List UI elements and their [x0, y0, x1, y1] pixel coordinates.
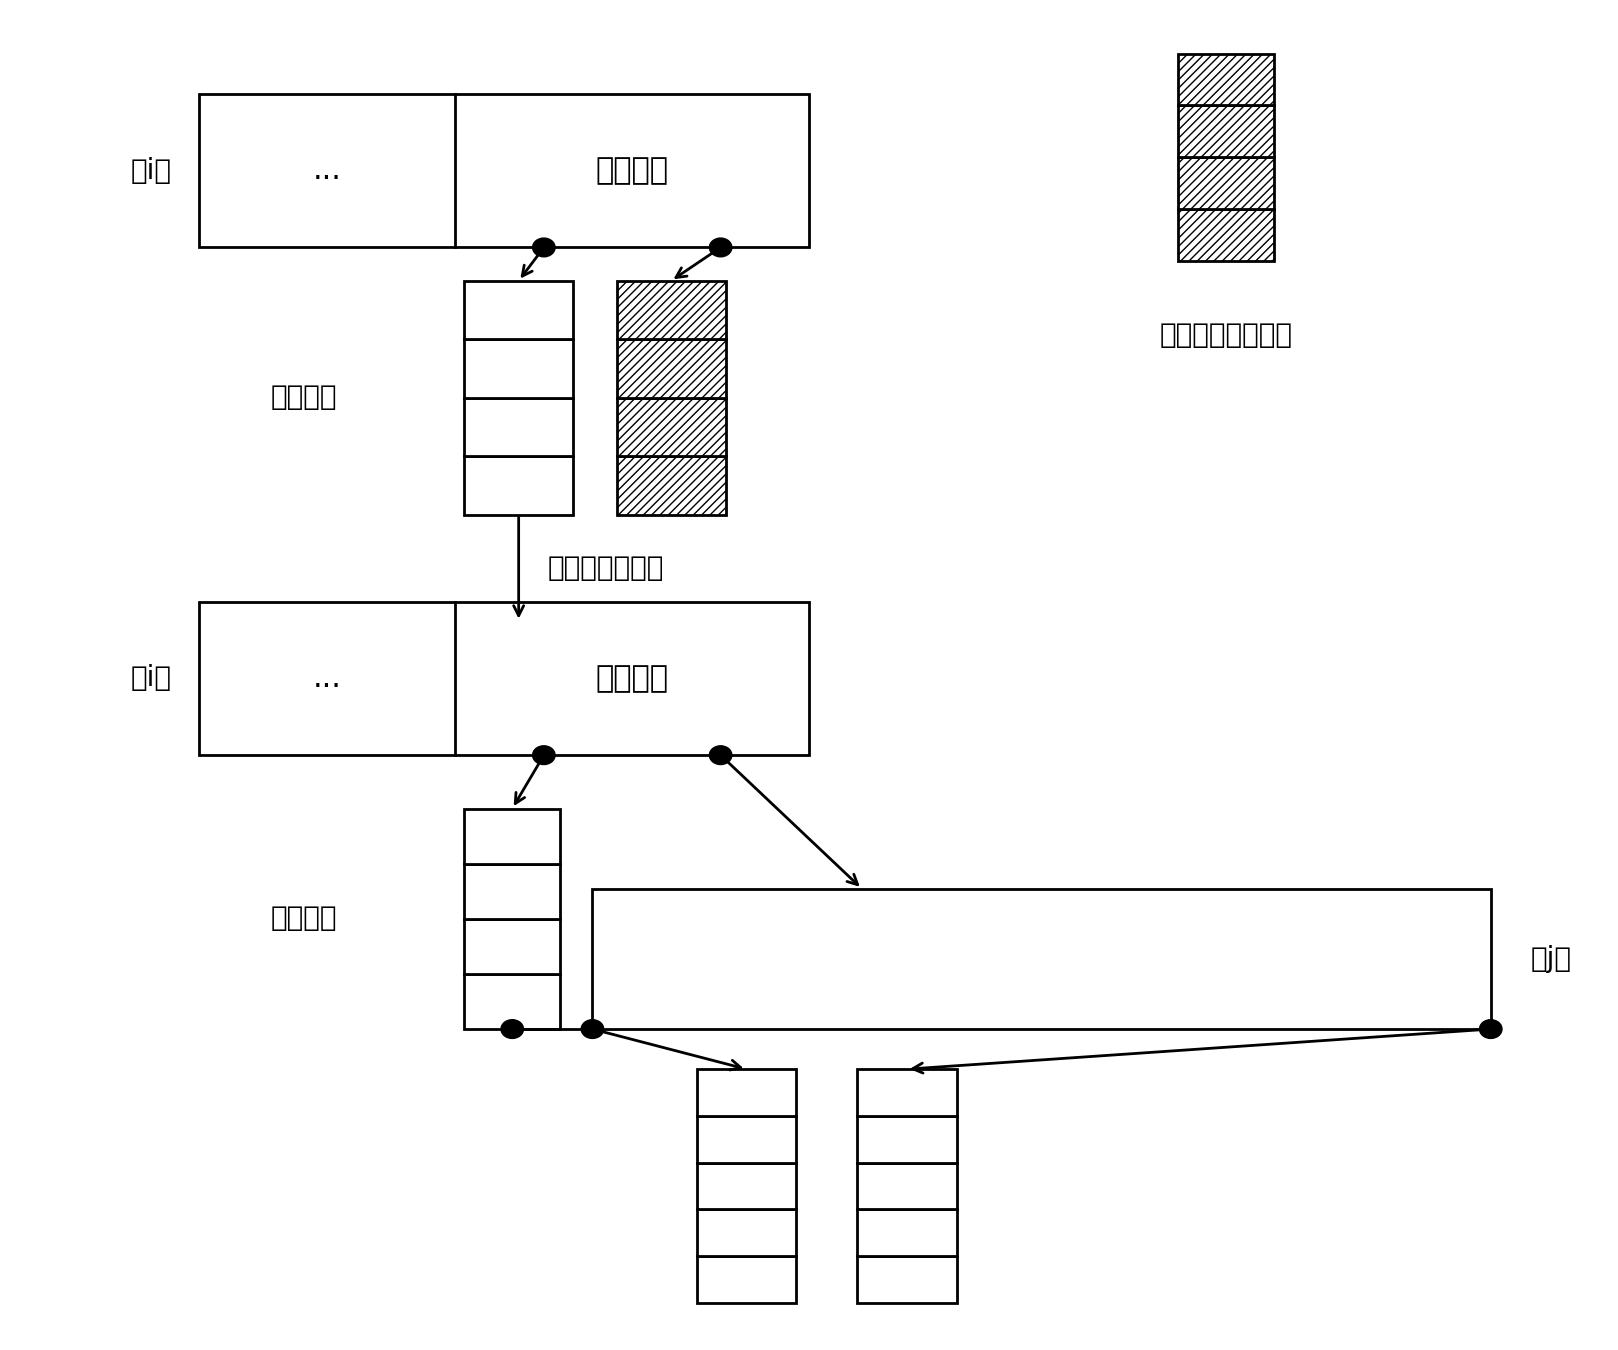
- Text: 叶子节点: 叶子节点: [270, 383, 337, 412]
- Bar: [464, 398, 573, 456]
- Text: 划分结构: 划分结构: [595, 664, 668, 693]
- Bar: [199, 93, 809, 247]
- Bar: [858, 1162, 956, 1210]
- Circle shape: [502, 1019, 524, 1038]
- Bar: [616, 456, 725, 514]
- Text: 划分结构: 划分结构: [595, 157, 668, 185]
- Bar: [1178, 157, 1275, 209]
- Bar: [592, 888, 1490, 1029]
- Bar: [464, 919, 560, 973]
- Text: 第i轴: 第i轴: [131, 664, 172, 693]
- Circle shape: [532, 745, 555, 764]
- Bar: [616, 398, 725, 456]
- Bar: [697, 1257, 796, 1303]
- Bar: [697, 1116, 796, 1162]
- Bar: [464, 864, 560, 919]
- Bar: [464, 339, 573, 398]
- Bar: [464, 973, 560, 1029]
- Text: ...: ...: [312, 157, 341, 185]
- Bar: [858, 1210, 956, 1257]
- Text: 第i轴: 第i轴: [131, 157, 172, 185]
- Bar: [464, 809, 560, 864]
- Text: ...: ...: [312, 664, 341, 693]
- Bar: [199, 602, 809, 755]
- Circle shape: [532, 238, 555, 256]
- Bar: [1178, 105, 1275, 157]
- Bar: [858, 1116, 956, 1162]
- Bar: [464, 456, 573, 514]
- Bar: [1178, 209, 1275, 261]
- Bar: [697, 1069, 796, 1116]
- Circle shape: [581, 1019, 604, 1038]
- Circle shape: [1479, 1019, 1502, 1038]
- Circle shape: [709, 238, 731, 256]
- Bar: [697, 1210, 796, 1257]
- Bar: [858, 1257, 956, 1303]
- Bar: [464, 281, 573, 339]
- Text: 添加轴进行划分: 添加轴进行划分: [547, 554, 663, 582]
- Bar: [1178, 54, 1275, 105]
- Bar: [697, 1162, 796, 1210]
- Text: 第j轴: 第j轴: [1531, 945, 1571, 973]
- Bar: [616, 281, 725, 339]
- Bar: [616, 339, 725, 398]
- Bar: [858, 1069, 956, 1116]
- Circle shape: [709, 745, 731, 764]
- Text: 表示叶子节点已满: 表示叶子节点已满: [1160, 321, 1293, 348]
- Text: 叶子节点: 叶子节点: [270, 904, 337, 931]
